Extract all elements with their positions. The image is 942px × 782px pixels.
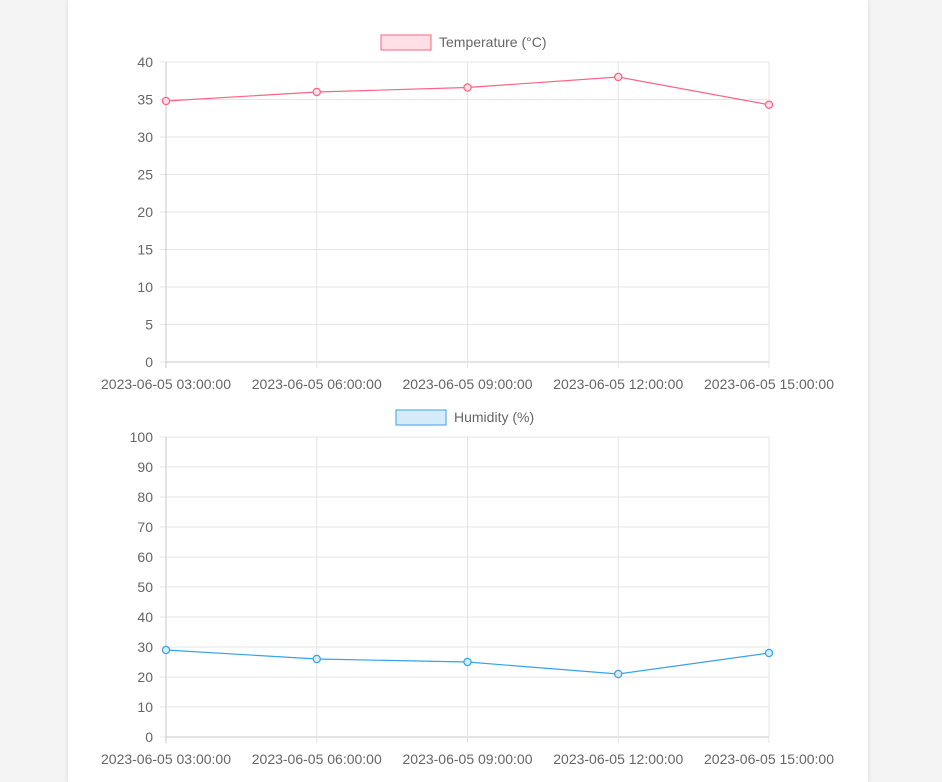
legend-label: Humidity (%) [454,409,534,425]
data-point[interactable] [614,72,623,82]
data-point[interactable] [312,654,321,664]
data-point[interactable] [161,645,171,655]
y-tick-label: 0 [145,729,153,745]
x-tick-label: 2023-06-05 06:00:00 [252,751,382,767]
grid [160,61,770,368]
y-tick-label: 50 [137,579,153,595]
legend-swatch [380,34,432,51]
temperature-chart: Temperature (°C) 0 5 10 15 20 25 30 35 40 2023-06-… [101,34,834,392]
data-point[interactable] [312,87,321,97]
data-point[interactable] [764,648,774,658]
x-tick-label: 2023-06-05 12:00:00 [553,376,683,392]
y-tick-label: 40 [137,54,153,70]
y-tick-label: 10 [137,699,153,715]
y-tick-label: 20 [137,669,153,685]
legend-0[interactable]: Temperature (°C) [380,34,547,51]
data-point[interactable] [463,657,472,667]
x-tick-label: 2023-06-05 09:00:00 [403,376,533,392]
y-tick-label: 35 [137,92,153,108]
y-tick-label: 90 [137,459,153,475]
y-tick-label: 100 [130,429,154,445]
y-tick-label: 60 [137,549,153,565]
x-tick-label: 2023-06-05 15:00:00 [704,376,834,392]
x-tick-label: 2023-06-05 03:00:00 [101,376,231,392]
y-tick-label: 70 [137,519,153,535]
y-tick-label: 20 [137,204,153,220]
y-tick-label: 5 [145,317,153,333]
y-tick-label: 25 [137,167,153,183]
y-tick-label: 30 [137,129,153,145]
humidity-chart: Humidity (%) 0 10 20 30 40 50 60 70 80 90 100 2023-0… [101,409,834,767]
y-tick-label: 80 [137,489,153,505]
data-point[interactable] [161,96,171,106]
grid [160,436,770,743]
legend-1[interactable]: Humidity (%) [395,409,534,426]
legend-label: Temperature (°C) [439,34,547,50]
x-tick-label: 2023-06-05 06:00:00 [252,376,382,392]
y-tick-label: 10 [137,279,153,295]
data-point[interactable] [764,100,774,109]
x-tick-label: 2023-06-05 03:00:00 [101,751,231,767]
x-tick-label: 2023-06-05 09:00:00 [403,751,533,767]
data-point[interactable] [614,669,623,679]
y-tick-label: 30 [137,639,153,655]
y-tick-label: 0 [145,354,153,370]
y-tick-label: 40 [137,609,153,625]
legend-swatch [395,409,447,426]
data-point[interactable] [463,83,472,92]
x-tick-label: 2023-06-05 15:00:00 [704,751,834,767]
y-tick-label: 15 [137,242,153,258]
x-tick-label: 2023-06-05 12:00:00 [553,751,683,767]
